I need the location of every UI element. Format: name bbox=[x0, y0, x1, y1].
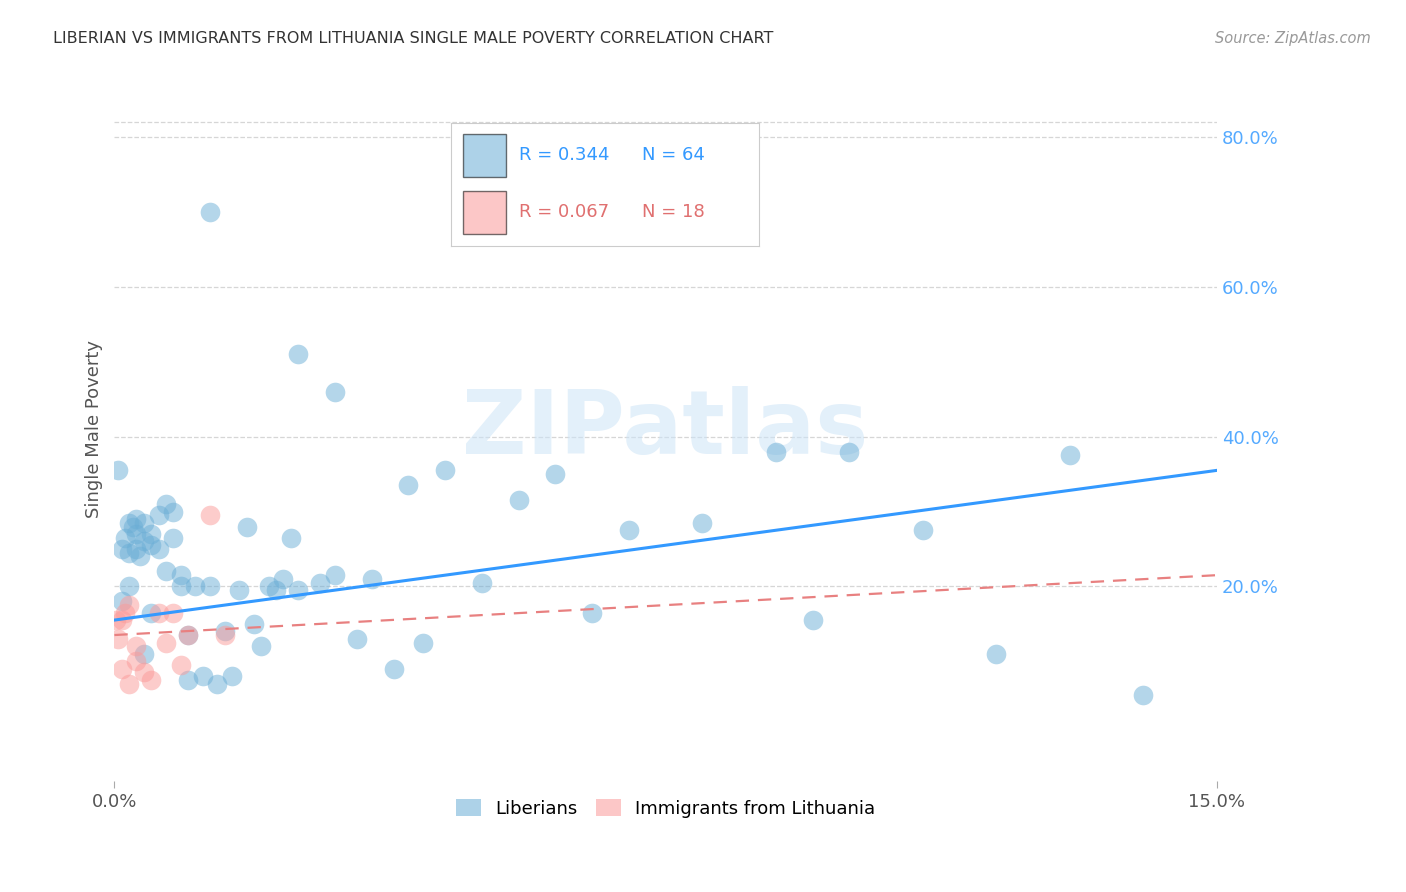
Point bbox=[346, 632, 368, 646]
Point bbox=[107, 632, 129, 646]
Point bbox=[434, 463, 457, 477]
Point bbox=[508, 493, 530, 508]
Point bbox=[280, 531, 302, 545]
Point bbox=[148, 508, 170, 523]
Point bbox=[412, 635, 434, 649]
Y-axis label: Single Male Poverty: Single Male Poverty bbox=[86, 340, 103, 518]
Point bbox=[264, 583, 287, 598]
Point bbox=[257, 579, 280, 593]
Point bbox=[198, 508, 221, 523]
Point bbox=[838, 444, 860, 458]
Point bbox=[471, 575, 494, 590]
Point bbox=[191, 669, 214, 683]
Point bbox=[287, 347, 309, 361]
Point bbox=[323, 568, 346, 582]
Point bbox=[214, 628, 236, 642]
Point bbox=[396, 478, 419, 492]
Point bbox=[132, 665, 155, 680]
Point bbox=[104, 613, 127, 627]
Point bbox=[169, 568, 191, 582]
Point bbox=[129, 549, 152, 564]
Point bbox=[581, 606, 603, 620]
Point bbox=[382, 662, 405, 676]
Point bbox=[309, 575, 332, 590]
Point bbox=[544, 467, 567, 482]
Point bbox=[148, 606, 170, 620]
Point bbox=[118, 676, 141, 690]
Point bbox=[125, 654, 148, 668]
Point bbox=[118, 579, 141, 593]
Point bbox=[911, 523, 934, 537]
Point bbox=[107, 463, 129, 477]
Point bbox=[121, 519, 143, 533]
Text: ZIPatlas: ZIPatlas bbox=[463, 385, 869, 473]
Text: LIBERIAN VS IMMIGRANTS FROM LITHUANIA SINGLE MALE POVERTY CORRELATION CHART: LIBERIAN VS IMMIGRANTS FROM LITHUANIA SI… bbox=[53, 31, 773, 46]
Point bbox=[986, 647, 1008, 661]
Point bbox=[1059, 449, 1081, 463]
Point bbox=[114, 606, 136, 620]
Point bbox=[801, 613, 824, 627]
Point bbox=[243, 616, 266, 631]
Point bbox=[177, 628, 200, 642]
Point bbox=[141, 538, 163, 552]
Point bbox=[273, 572, 295, 586]
Point bbox=[692, 516, 714, 530]
Point bbox=[250, 640, 273, 654]
Point bbox=[323, 384, 346, 399]
Point bbox=[125, 527, 148, 541]
Point bbox=[360, 572, 382, 586]
Point bbox=[177, 628, 200, 642]
Point bbox=[235, 519, 257, 533]
Point bbox=[141, 606, 163, 620]
Point bbox=[148, 541, 170, 556]
Point bbox=[155, 565, 177, 579]
Point bbox=[162, 531, 184, 545]
Point bbox=[141, 527, 163, 541]
Point bbox=[287, 583, 309, 598]
Point bbox=[132, 534, 155, 549]
Point bbox=[118, 546, 141, 560]
Point bbox=[198, 579, 221, 593]
Point bbox=[169, 579, 191, 593]
Point bbox=[118, 598, 141, 612]
Point bbox=[169, 657, 191, 672]
Point bbox=[177, 673, 200, 687]
Point bbox=[1132, 688, 1154, 702]
Point bbox=[221, 669, 243, 683]
Point bbox=[125, 512, 148, 526]
Text: Source: ZipAtlas.com: Source: ZipAtlas.com bbox=[1215, 31, 1371, 46]
Legend: Liberians, Immigrants from Lithuania: Liberians, Immigrants from Lithuania bbox=[449, 791, 883, 825]
Point bbox=[765, 444, 787, 458]
Point bbox=[162, 504, 184, 518]
Point bbox=[155, 635, 177, 649]
Point bbox=[125, 640, 148, 654]
Point bbox=[141, 673, 163, 687]
Point bbox=[162, 606, 184, 620]
Point bbox=[111, 613, 134, 627]
Point bbox=[125, 541, 148, 556]
Point bbox=[184, 579, 207, 593]
Point bbox=[214, 624, 236, 639]
Point bbox=[114, 531, 136, 545]
Point bbox=[207, 676, 229, 690]
Point bbox=[111, 594, 134, 608]
Point bbox=[155, 497, 177, 511]
Point bbox=[228, 583, 250, 598]
Point bbox=[118, 516, 141, 530]
Point bbox=[111, 662, 134, 676]
Point bbox=[198, 205, 221, 219]
Point bbox=[132, 647, 155, 661]
Point bbox=[111, 541, 134, 556]
Point bbox=[132, 516, 155, 530]
Point bbox=[617, 523, 640, 537]
